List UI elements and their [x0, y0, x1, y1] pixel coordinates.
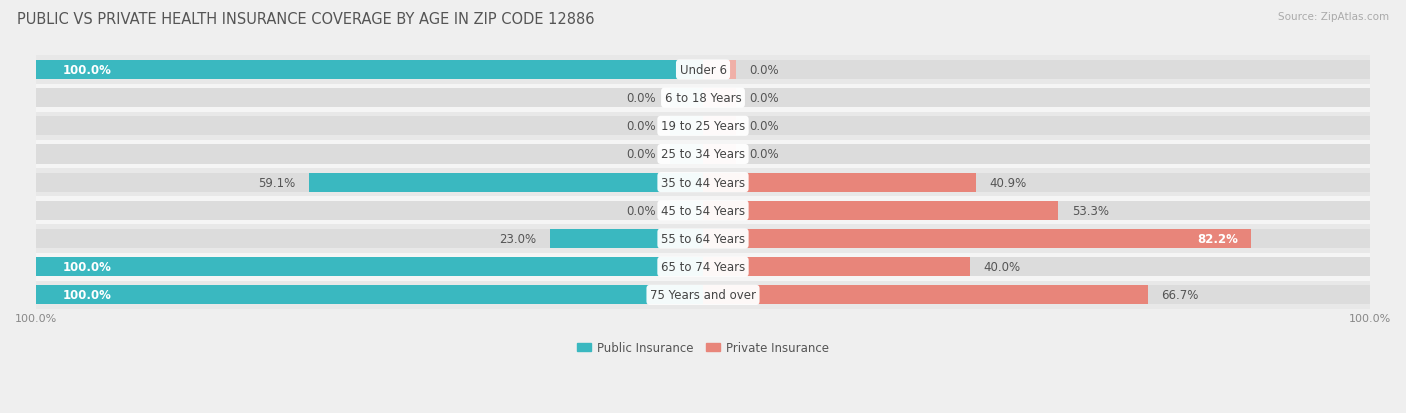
Text: 66.7%: 66.7% — [1161, 289, 1198, 301]
Text: 59.1%: 59.1% — [259, 176, 295, 189]
Text: 40.9%: 40.9% — [988, 176, 1026, 189]
Text: 0.0%: 0.0% — [749, 64, 779, 77]
Bar — [37, 285, 703, 305]
Text: 0.0%: 0.0% — [627, 120, 657, 133]
Bar — [37, 84, 1369, 112]
Bar — [550, 229, 703, 249]
Bar — [37, 229, 703, 249]
Text: 75 Years and over: 75 Years and over — [650, 289, 756, 301]
Bar — [703, 257, 1369, 277]
Text: Source: ZipAtlas.com: Source: ZipAtlas.com — [1278, 12, 1389, 22]
Bar — [37, 201, 703, 221]
Bar — [703, 285, 1369, 305]
Bar — [703, 257, 970, 277]
Bar — [703, 229, 1251, 249]
Bar — [37, 56, 1369, 84]
Bar — [703, 201, 1369, 221]
Bar — [37, 197, 1369, 225]
Bar — [37, 257, 703, 277]
Bar — [37, 225, 1369, 253]
Text: 100.0%: 100.0% — [63, 64, 111, 77]
Bar — [703, 61, 1369, 80]
Bar — [37, 112, 1369, 140]
Bar — [703, 173, 976, 192]
Text: 0.0%: 0.0% — [627, 148, 657, 161]
Bar — [309, 173, 703, 192]
Text: Under 6: Under 6 — [679, 64, 727, 77]
Bar — [703, 89, 737, 108]
Bar — [703, 145, 1369, 164]
Text: 0.0%: 0.0% — [627, 92, 657, 105]
Text: 100.0%: 100.0% — [63, 289, 111, 301]
Bar — [703, 229, 1369, 249]
Text: 0.0%: 0.0% — [749, 120, 779, 133]
Text: 40.0%: 40.0% — [983, 261, 1021, 273]
Text: PUBLIC VS PRIVATE HEALTH INSURANCE COVERAGE BY AGE IN ZIP CODE 12886: PUBLIC VS PRIVATE HEALTH INSURANCE COVER… — [17, 12, 595, 27]
Text: 45 to 54 Years: 45 to 54 Years — [661, 204, 745, 217]
Bar — [37, 257, 703, 277]
Bar — [669, 201, 703, 221]
Bar — [37, 61, 703, 80]
Bar — [703, 61, 737, 80]
Text: 100.0%: 100.0% — [63, 261, 111, 273]
Text: 23.0%: 23.0% — [499, 233, 536, 245]
Text: 65 to 74 Years: 65 to 74 Years — [661, 261, 745, 273]
Text: 53.3%: 53.3% — [1071, 204, 1109, 217]
Bar — [37, 281, 1369, 309]
Bar — [703, 117, 1369, 136]
Bar — [703, 285, 1147, 305]
Bar — [37, 173, 703, 192]
Text: 0.0%: 0.0% — [749, 92, 779, 105]
Bar — [37, 89, 703, 108]
Bar — [669, 145, 703, 164]
Bar — [669, 89, 703, 108]
Bar — [703, 173, 1369, 192]
Text: 0.0%: 0.0% — [749, 148, 779, 161]
Legend: Public Insurance, Private Insurance: Public Insurance, Private Insurance — [572, 337, 834, 359]
Bar — [37, 61, 703, 80]
Text: 82.2%: 82.2% — [1197, 233, 1237, 245]
Bar — [703, 89, 1369, 108]
Bar — [669, 117, 703, 136]
Text: 19 to 25 Years: 19 to 25 Years — [661, 120, 745, 133]
Bar — [37, 285, 703, 305]
Bar — [703, 145, 737, 164]
Text: 35 to 44 Years: 35 to 44 Years — [661, 176, 745, 189]
Text: 6 to 18 Years: 6 to 18 Years — [665, 92, 741, 105]
Bar — [37, 117, 703, 136]
Bar — [37, 253, 1369, 281]
Text: 55 to 64 Years: 55 to 64 Years — [661, 233, 745, 245]
Bar — [703, 117, 737, 136]
Bar — [37, 169, 1369, 197]
Bar — [37, 140, 1369, 169]
Bar — [703, 201, 1059, 221]
Text: 0.0%: 0.0% — [627, 204, 657, 217]
Text: 25 to 34 Years: 25 to 34 Years — [661, 148, 745, 161]
Bar — [37, 145, 703, 164]
